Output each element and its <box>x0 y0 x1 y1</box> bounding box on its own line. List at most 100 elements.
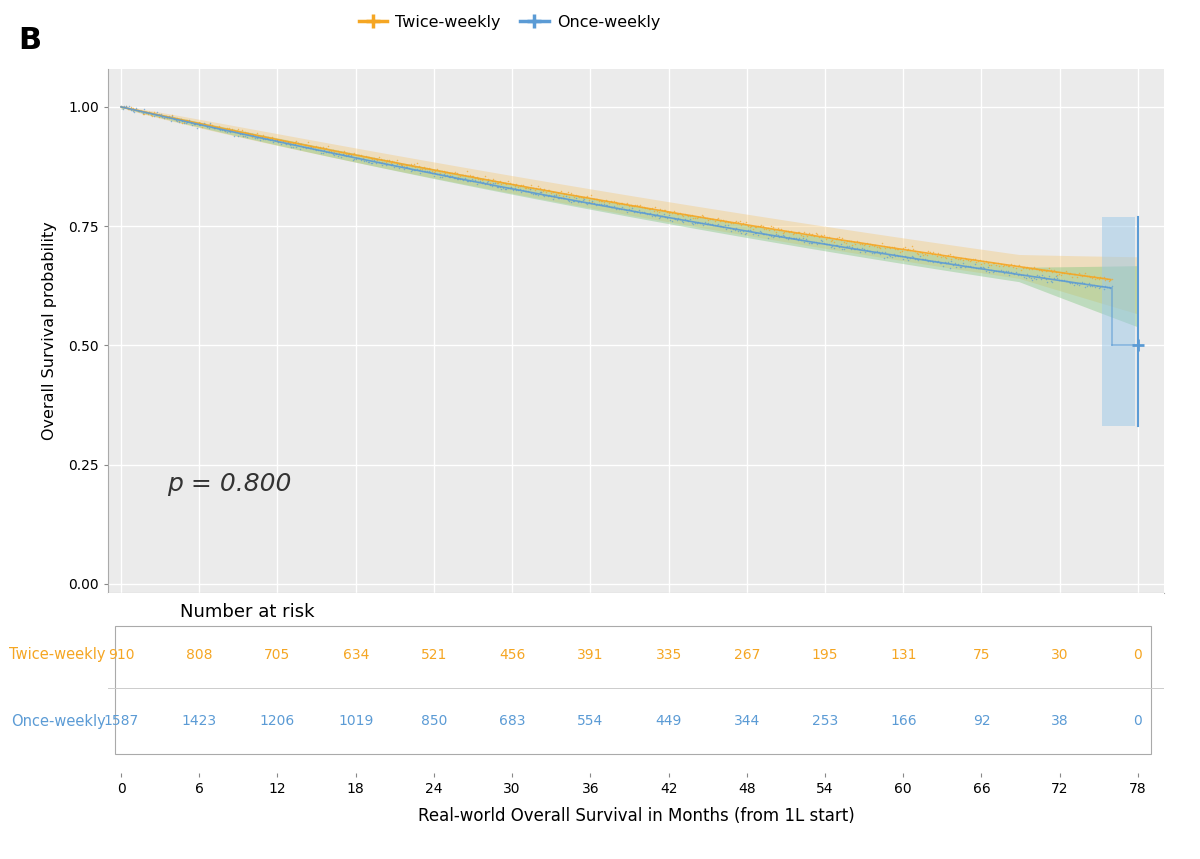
Point <box>716 222 736 235</box>
Point <box>904 242 923 256</box>
Point <box>229 129 248 143</box>
Point <box>179 113 198 127</box>
Point <box>480 179 499 192</box>
Point <box>497 182 516 196</box>
Point <box>961 260 980 274</box>
Point <box>803 227 822 241</box>
Point <box>192 118 211 131</box>
Point <box>1007 265 1026 279</box>
Point <box>402 159 421 173</box>
Point <box>785 226 804 240</box>
Point <box>659 206 678 220</box>
Point <box>328 144 347 158</box>
Point <box>246 131 265 145</box>
Point <box>221 123 240 137</box>
Point <box>382 156 401 170</box>
Point <box>1001 257 1020 271</box>
Text: 683: 683 <box>499 714 526 728</box>
Point <box>926 249 946 263</box>
Point <box>353 151 372 165</box>
Point <box>856 245 875 259</box>
Point <box>133 107 152 120</box>
Point <box>594 195 613 209</box>
Point <box>469 175 488 189</box>
Point <box>295 138 314 152</box>
Point <box>803 235 822 249</box>
Point <box>995 265 1014 279</box>
Point <box>374 155 394 169</box>
Point <box>410 161 430 175</box>
Point <box>811 228 830 242</box>
Point <box>589 194 608 208</box>
Point <box>322 144 341 158</box>
Point <box>838 240 857 253</box>
Point <box>190 118 209 131</box>
Point <box>764 223 784 237</box>
Point <box>212 122 232 136</box>
Point <box>924 245 943 259</box>
Point <box>773 228 792 242</box>
Point <box>778 232 797 246</box>
Point <box>1056 274 1075 288</box>
Point <box>887 248 906 262</box>
Point <box>940 261 959 275</box>
Text: 166: 166 <box>890 714 917 728</box>
Point <box>1075 266 1094 280</box>
Point <box>694 218 713 232</box>
Point <box>222 123 241 137</box>
Point <box>395 161 414 175</box>
Point <box>737 227 756 241</box>
Point <box>419 165 438 179</box>
Point <box>920 254 940 268</box>
Point <box>874 240 893 253</box>
Point <box>1016 271 1036 284</box>
Point <box>463 169 482 183</box>
Point <box>637 201 656 215</box>
Point <box>389 157 408 171</box>
Point <box>170 113 190 126</box>
Point <box>1056 264 1075 277</box>
Point <box>637 208 656 222</box>
Point <box>730 223 749 237</box>
Bar <box>1102 216 1135 426</box>
Point <box>841 235 860 248</box>
Point <box>155 111 174 125</box>
Point <box>710 214 730 228</box>
Point <box>661 213 680 227</box>
Point <box>320 144 340 158</box>
Point <box>742 224 761 238</box>
Point <box>610 198 629 211</box>
Point <box>998 259 1018 273</box>
Point <box>907 246 926 259</box>
Point <box>379 154 398 168</box>
Point <box>706 218 725 232</box>
Point <box>858 235 877 249</box>
Point <box>224 123 244 137</box>
Point <box>536 188 556 202</box>
Point <box>641 202 660 216</box>
Point <box>614 203 634 216</box>
Point <box>558 192 577 206</box>
Point <box>948 258 967 271</box>
Point <box>467 177 486 191</box>
Point <box>488 180 508 193</box>
Point <box>530 181 550 195</box>
Point <box>120 102 139 116</box>
Point <box>634 200 653 214</box>
Point <box>400 161 419 174</box>
Point <box>668 211 688 225</box>
Point <box>176 113 196 127</box>
Point <box>810 230 829 244</box>
Point <box>659 208 678 222</box>
Point <box>371 155 390 169</box>
Point <box>712 219 731 233</box>
Point <box>541 189 560 203</box>
Point <box>586 192 605 205</box>
Point <box>348 151 367 165</box>
Point <box>636 206 655 220</box>
Text: 195: 195 <box>811 648 839 661</box>
Point <box>173 113 192 127</box>
Point <box>204 121 223 135</box>
Point <box>392 160 412 174</box>
Point <box>432 170 451 184</box>
